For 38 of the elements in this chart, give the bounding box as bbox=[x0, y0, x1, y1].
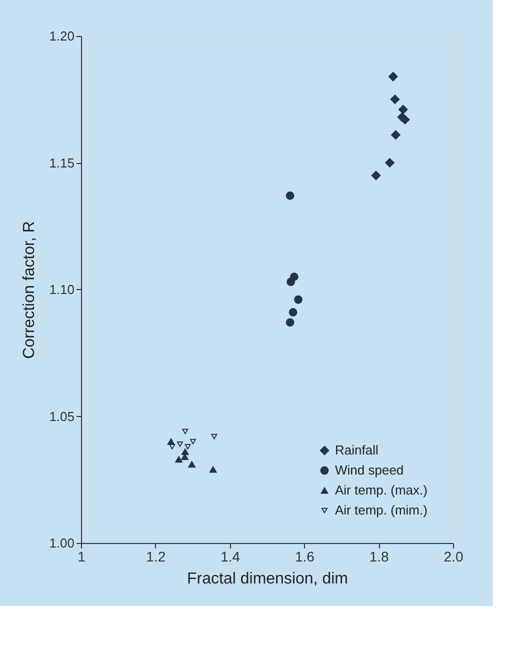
y-tick-label: 1.10 bbox=[49, 282, 74, 297]
legend-label: Wind speed bbox=[335, 462, 404, 478]
point bbox=[390, 94, 400, 104]
legend-label: Air temp. (mim.) bbox=[335, 502, 428, 518]
point bbox=[294, 295, 302, 304]
point bbox=[286, 192, 294, 200]
x-tick-label: 1.4 bbox=[220, 548, 240, 564]
y-tick-label: 1.15 bbox=[49, 155, 74, 170]
point bbox=[398, 104, 408, 114]
point bbox=[211, 434, 218, 440]
legend-label: Rainfall bbox=[335, 442, 378, 458]
point bbox=[176, 441, 183, 447]
point bbox=[190, 438, 196, 444]
point bbox=[184, 444, 191, 450]
point bbox=[182, 428, 188, 434]
y-tick-label: 1.05 bbox=[49, 408, 74, 424]
point bbox=[188, 461, 196, 468]
point bbox=[385, 158, 394, 168]
point bbox=[288, 308, 298, 317]
point bbox=[169, 444, 176, 450]
x-tick-label: 1 bbox=[78, 548, 86, 564]
point bbox=[391, 130, 400, 140]
x-axis-title: Fractal dimension, dim bbox=[187, 570, 348, 588]
x-tick-label: 2.0 bbox=[444, 548, 464, 564]
point bbox=[388, 72, 398, 82]
point bbox=[371, 170, 381, 180]
x-tick-label: 1.6 bbox=[294, 548, 315, 564]
point bbox=[209, 466, 217, 473]
x-tick-label: 1.2 bbox=[146, 548, 166, 564]
point bbox=[286, 278, 296, 286]
legend-label: Air temp. (max.) bbox=[335, 482, 428, 498]
y-tick-label: 1.20 bbox=[49, 28, 74, 44]
point bbox=[286, 318, 294, 327]
y-tick-label: 1.00 bbox=[49, 536, 74, 550]
y-axis-title: Correction factor, R bbox=[21, 221, 38, 359]
point bbox=[182, 448, 189, 455]
point bbox=[175, 456, 182, 463]
x-tick-label: 1.8 bbox=[369, 548, 390, 564]
